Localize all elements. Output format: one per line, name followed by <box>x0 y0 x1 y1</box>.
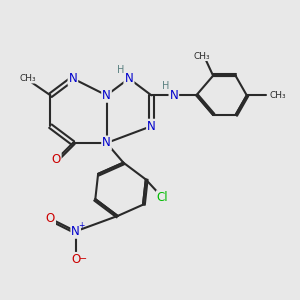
Text: +: + <box>79 221 85 230</box>
Text: N: N <box>124 72 133 85</box>
Text: N: N <box>102 136 111 149</box>
Text: CH₃: CH₃ <box>194 52 210 61</box>
Text: H: H <box>117 64 125 74</box>
Text: CH₃: CH₃ <box>269 91 286 100</box>
Text: O: O <box>46 212 55 225</box>
Text: N: N <box>169 89 178 102</box>
Text: N: N <box>71 225 80 238</box>
Text: N: N <box>68 72 77 85</box>
Text: CH₃: CH₃ <box>20 74 36 83</box>
Text: O: O <box>51 153 61 166</box>
Text: N: N <box>147 120 156 133</box>
Text: O: O <box>71 253 80 266</box>
Text: N: N <box>102 89 111 102</box>
Text: Cl: Cl <box>157 191 168 204</box>
Text: N: N <box>124 72 133 85</box>
Text: H: H <box>162 81 170 91</box>
Text: −: − <box>80 254 88 264</box>
